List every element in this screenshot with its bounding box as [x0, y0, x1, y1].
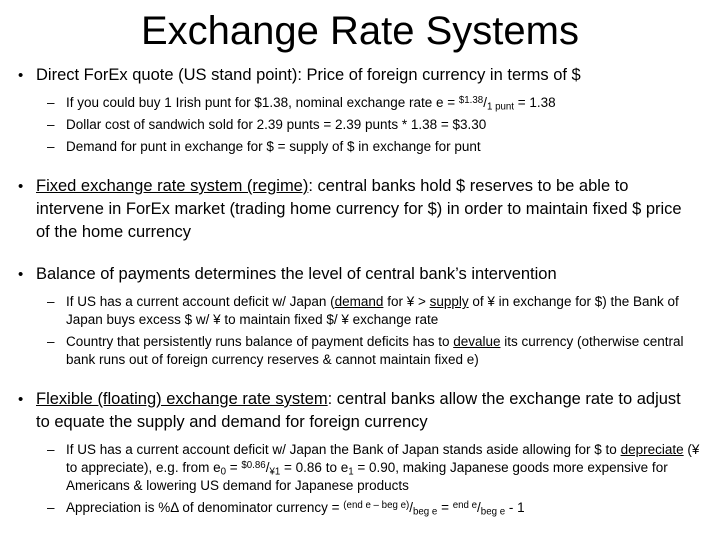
sub-bullet-item: – Appreciation is %Δ of denominator curr…: [47, 499, 712, 517]
sub-bullet-text: Appreciation is %Δ of denominator curren…: [66, 499, 525, 518]
dash-icon: –: [47, 442, 55, 457]
dash-icon: –: [47, 334, 55, 349]
bullet-group-balance-of-payments: • Balance of payments determines the lev…: [18, 263, 712, 369]
dash-icon: –: [47, 95, 55, 110]
sub-bullet-text: Country that persistently runs balance o…: [66, 334, 684, 367]
bullet-item: • Fixed exchange rate system (regime): c…: [18, 175, 712, 244]
sub-bullet-text: If US has a current account deficit w/ J…: [66, 294, 679, 327]
bullet-text: Direct ForEx quote (US stand point): Pri…: [36, 66, 581, 84]
sub-bullet-text: If you could buy 1 Irish punt for $1.38,…: [66, 94, 556, 113]
dash-icon: –: [47, 117, 55, 132]
bullet-group-flexible-exchange-rate: • Flexible (floating) exchange rate syst…: [18, 388, 712, 517]
bullet-text: Flexible (floating) exchange rate system…: [36, 390, 681, 431]
sub-bullet-item: – Country that persistently runs balance…: [47, 333, 712, 369]
sub-bullet-item: – If you could buy 1 Irish punt for $1.3…: [47, 94, 712, 112]
bullet-text: Fixed exchange rate system (regime): cen…: [36, 177, 682, 241]
sub-bullet-list: – If you could buy 1 Irish punt for $1.3…: [47, 94, 712, 156]
sub-bullet-item: – Dollar cost of sandwich sold for 2.39 …: [47, 116, 712, 134]
sub-bullet-item: – If US has a current account deficit w/…: [47, 441, 712, 495]
bullet-icon: •: [18, 391, 24, 408]
bullet-item: • Balance of payments determines the lev…: [18, 263, 712, 286]
sub-bullet-item: – Demand for punt in exchange for $ = su…: [47, 138, 712, 156]
dash-icon: –: [47, 500, 55, 515]
bullet-text: Balance of payments determines the level…: [36, 265, 557, 283]
bullet-item: • Direct ForEx quote (US stand point): P…: [18, 64, 712, 87]
sub-bullet-item: – If US has a current account deficit w/…: [47, 293, 712, 329]
bullet-icon: •: [18, 178, 24, 195]
slide-content: • Direct ForEx quote (US stand point): P…: [0, 54, 720, 517]
bullet-group-direct-forex: • Direct ForEx quote (US stand point): P…: [18, 64, 712, 156]
bullet-item: • Flexible (floating) exchange rate syst…: [18, 388, 712, 434]
bullet-group-fixed-exchange-rate: • Fixed exchange rate system (regime): c…: [18, 175, 712, 244]
bullet-icon: •: [18, 266, 24, 283]
sub-bullet-list: – If US has a current account deficit w/…: [47, 293, 712, 369]
bullet-icon: •: [18, 67, 24, 84]
dash-icon: –: [47, 294, 55, 309]
sub-bullet-text: Demand for punt in exchange for $ = supp…: [66, 139, 481, 154]
dash-icon: –: [47, 139, 55, 154]
slide-title: Exchange Rate Systems: [141, 9, 579, 53]
sub-bullet-text: If US has a current account deficit w/ J…: [66, 442, 700, 493]
sub-bullet-text: Dollar cost of sandwich sold for 2.39 pu…: [66, 117, 487, 132]
sub-bullet-list: – If US has a current account deficit w/…: [47, 441, 712, 517]
